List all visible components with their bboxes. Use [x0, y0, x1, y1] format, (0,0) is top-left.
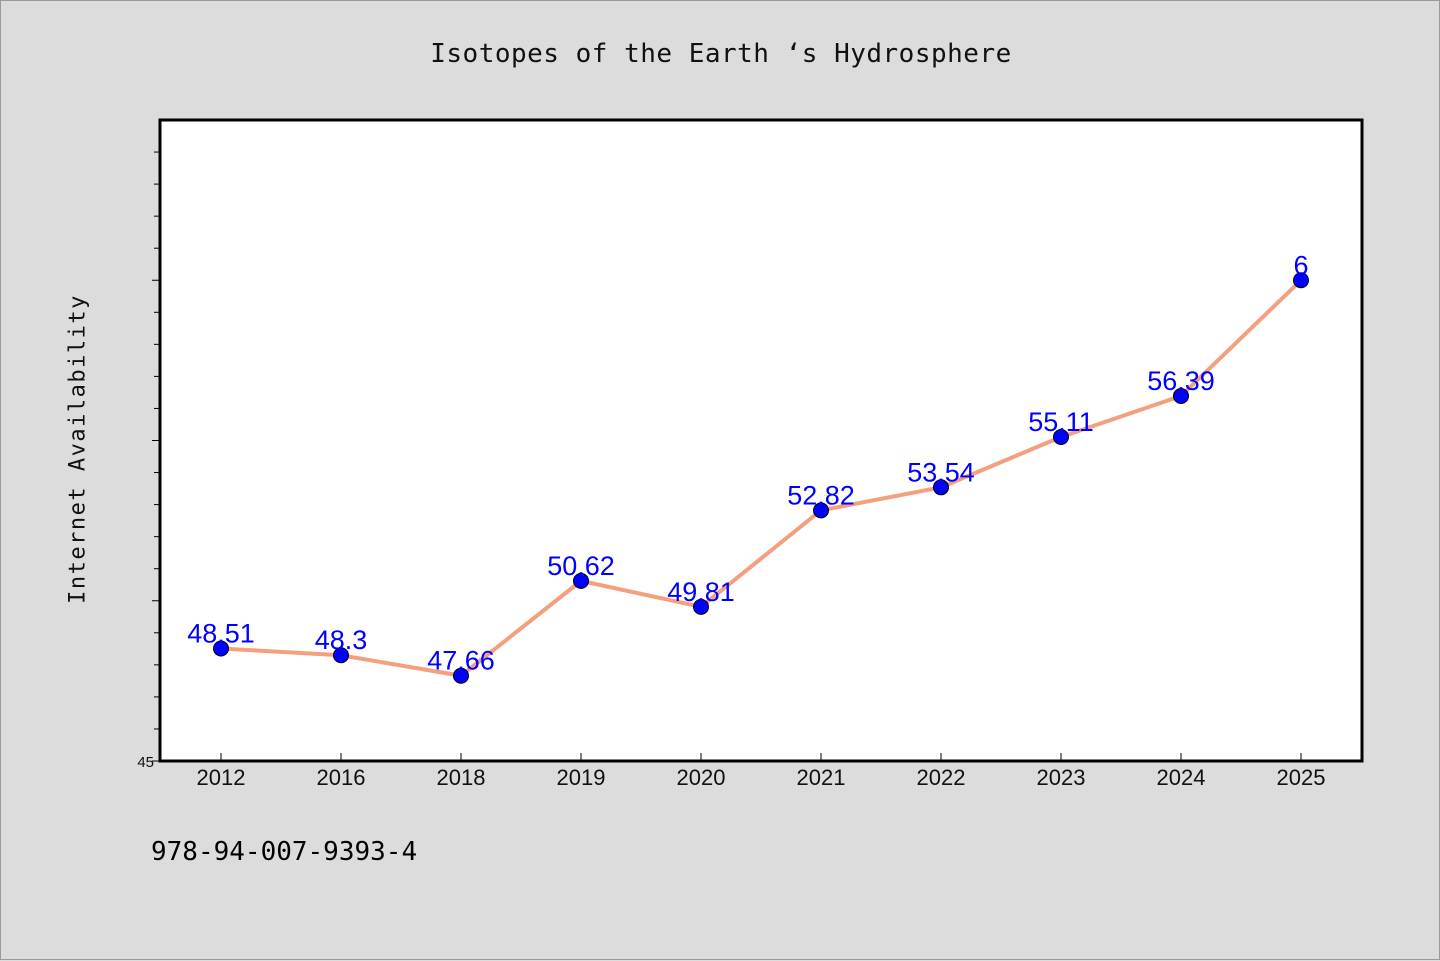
markers-group: [213, 272, 1309, 684]
x-axis-ticks: 2012 2016 2018 2019 2020 2021 2022 2023 2024 2025: [197, 753, 1326, 790]
x-tick-label: 2020: [677, 765, 726, 790]
data-point-marker: [813, 502, 829, 519]
x-tick-label: 2022: [917, 765, 966, 790]
data-label: 53.54: [907, 457, 975, 487]
plot-background: [158, 118, 1364, 763]
data-label: 55.11: [1028, 407, 1094, 437]
data-point-marker: [1173, 387, 1189, 404]
x-tick-label: 2019: [557, 765, 606, 790]
data-point-marker: [573, 572, 589, 589]
data-labels-group: 48.51 48.3 47.66 50.62 49.81 52.82 53.54 55.11 5…: [187, 250, 1308, 675]
data-point-marker: [693, 598, 709, 615]
data-point-marker: [1293, 272, 1309, 289]
data-label: 48.51: [187, 619, 255, 649]
y-tick-label: 45: [137, 754, 154, 771]
data-label: 49.81: [667, 577, 735, 607]
series-line: [220, 278, 1303, 678]
x-tick-label: 2016: [317, 765, 366, 790]
series-line-group: [220, 278, 1303, 678]
x-tick-label: 2012: [197, 765, 246, 790]
x-tick-label: 2025: [1277, 765, 1326, 790]
data-label: 47.66: [427, 646, 495, 676]
x-tick-label: 2018: [437, 765, 486, 790]
data-point-marker: [213, 640, 229, 657]
data-point-marker: [453, 667, 469, 684]
isbn-text: 978-94-007-9393-4: [151, 837, 418, 867]
data-label: 6: [1293, 250, 1308, 280]
x-tick-label: 2023: [1037, 765, 1086, 790]
chart-title: Isotopes of the Earth ‘s Hydrosphere: [430, 39, 1012, 69]
data-point-marker: [333, 647, 349, 664]
data-label: 56.39: [1147, 366, 1215, 396]
data-label: 50.62: [547, 551, 615, 581]
y-axis-ticks: 45: [137, 151, 160, 771]
x-tick-label: 2021: [797, 765, 846, 790]
data-point-marker: [933, 479, 949, 496]
data-point-marker: [1053, 428, 1069, 445]
data-label: 48.3: [315, 625, 368, 655]
data-label: 52.82: [787, 480, 855, 510]
x-tick-label: 2024: [1157, 765, 1206, 790]
